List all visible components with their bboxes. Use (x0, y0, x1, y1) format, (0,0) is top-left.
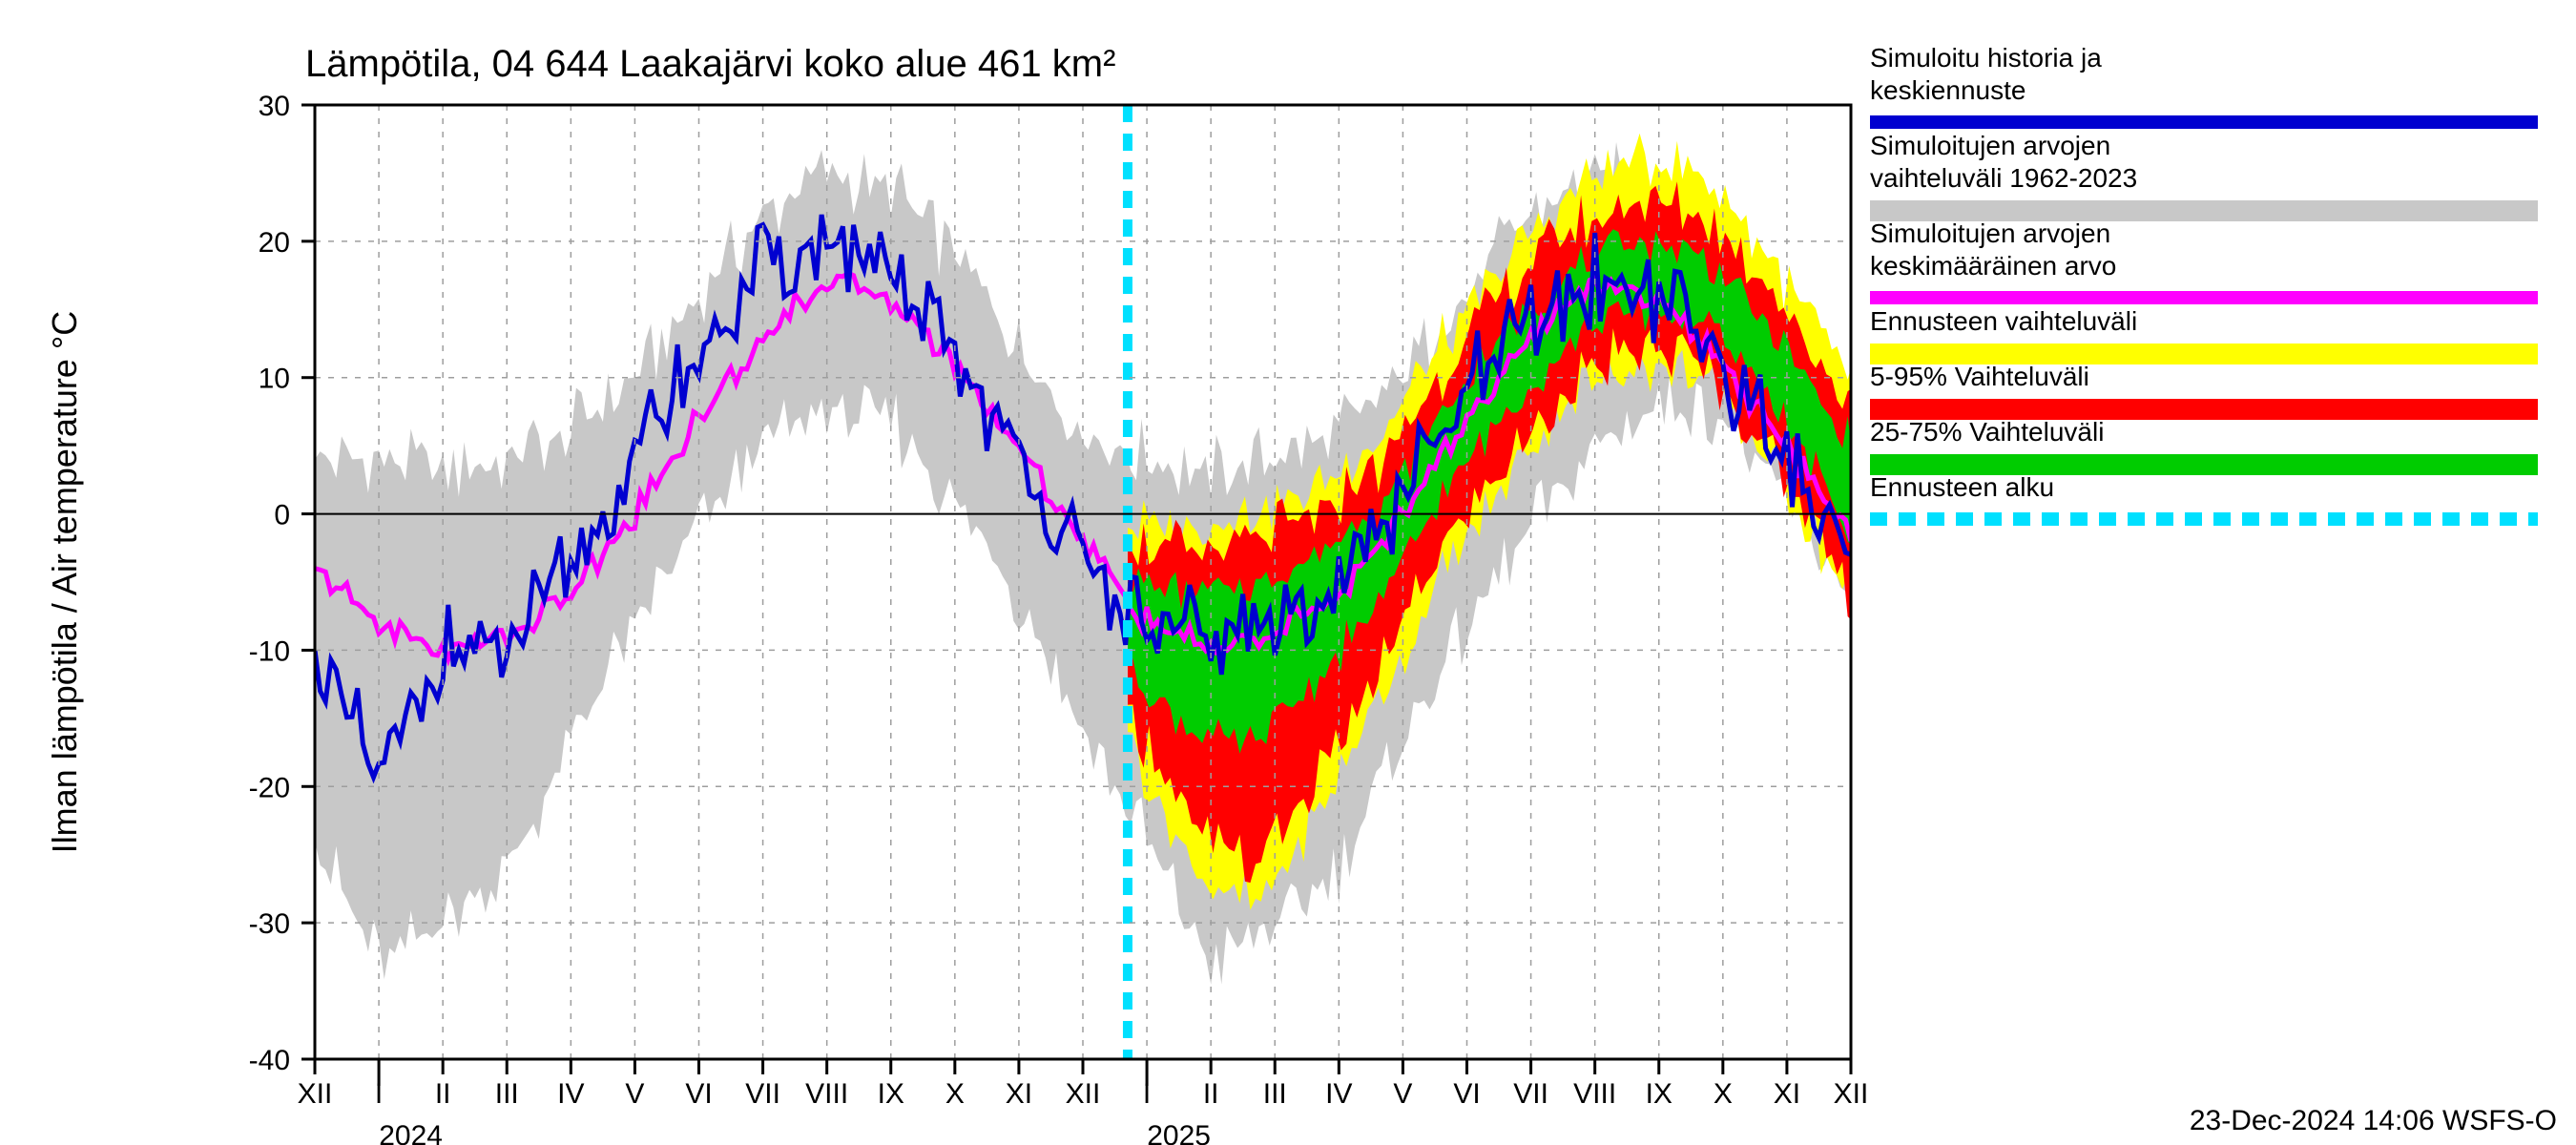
ytick-label: 30 (259, 91, 290, 122)
xtick-label: VII (745, 1078, 780, 1110)
ytick-label: 20 (259, 227, 290, 259)
xtick-label: IV (1325, 1078, 1352, 1110)
xtick-label: XI (1774, 1078, 1800, 1110)
xtick-label: VI (1453, 1078, 1480, 1110)
ytick-label: -20 (249, 772, 290, 803)
xtick-label: II (1203, 1078, 1219, 1110)
xtick-label: VII (1513, 1078, 1548, 1110)
footer-text: 23-Dec-2024 14:06 WSFS-O (2190, 1105, 2557, 1136)
ytick-label: 10 (259, 364, 290, 395)
legend-label-cyan_dash: Ennusteen alku (1870, 472, 2054, 502)
xtick-label: IX (1646, 1078, 1672, 1110)
chart-svg: -40-30-20-100102030XIIIIIIIIIVVVIVIIVIII… (0, 0, 2576, 1145)
year-label-2: 2025 (1147, 1120, 1211, 1145)
xtick-label: VI (685, 1078, 712, 1110)
xtick-label: V (625, 1078, 644, 1110)
chart-title: Lämpötila, 04 644 Laakajärvi koko alue 4… (305, 43, 1115, 85)
xtick-label: III (495, 1078, 519, 1110)
legend-label-grey_band: Simuloitujen arvojen (1870, 131, 2110, 160)
figure: -40-30-20-100102030XIIIIIIIIIVVVIVIIVIII… (0, 0, 2576, 1145)
xtick-label: X (1714, 1078, 1733, 1110)
xtick-label: I (375, 1078, 383, 1110)
legend-label-blue_line: keskiennuste (1870, 75, 2025, 105)
xtick-label: IV (557, 1078, 584, 1110)
ytick-label: -10 (249, 635, 290, 667)
legend-label-green_band: 25-75% Vaihteluväli (1870, 417, 2104, 447)
xtick-label: XII (1066, 1078, 1101, 1110)
legend-label-red_band: 5-95% Vaihteluväli (1870, 362, 2089, 391)
xtick-label: V (1393, 1078, 1412, 1110)
xtick-label: VIII (805, 1078, 848, 1110)
legend-label-grey_band: vaihteluväli 1962-2023 (1870, 163, 2137, 193)
y-axis-label: Ilman lämpötila / Air temperature °C (45, 311, 84, 854)
xtick-label: X (945, 1078, 965, 1110)
xtick-label: VIII (1573, 1078, 1616, 1110)
ytick-label: 0 (274, 500, 290, 531)
xtick-label: XI (1006, 1078, 1032, 1110)
legend-label-blue_line: Simuloitu historia ja (1870, 43, 2102, 73)
xtick-label: II (435, 1078, 451, 1110)
ytick-label: -40 (249, 1045, 290, 1076)
xtick-label: IX (878, 1078, 904, 1110)
xtick-label: I (1143, 1078, 1151, 1110)
year-label-1: 2024 (379, 1120, 443, 1145)
plot-area (315, 105, 1915, 1059)
xtick-label: XII (1834, 1078, 1869, 1110)
legend-label-yellow_band: Ennusteen vaihteluväli (1870, 306, 2137, 336)
legend-label-magenta_line: Simuloitujen arvojen (1870, 219, 2110, 248)
ytick-label: -30 (249, 908, 290, 940)
xtick-label: XII (298, 1078, 333, 1110)
xtick-label: III (1263, 1078, 1287, 1110)
legend-label-magenta_line: keskimääräinen arvo (1870, 251, 2116, 281)
